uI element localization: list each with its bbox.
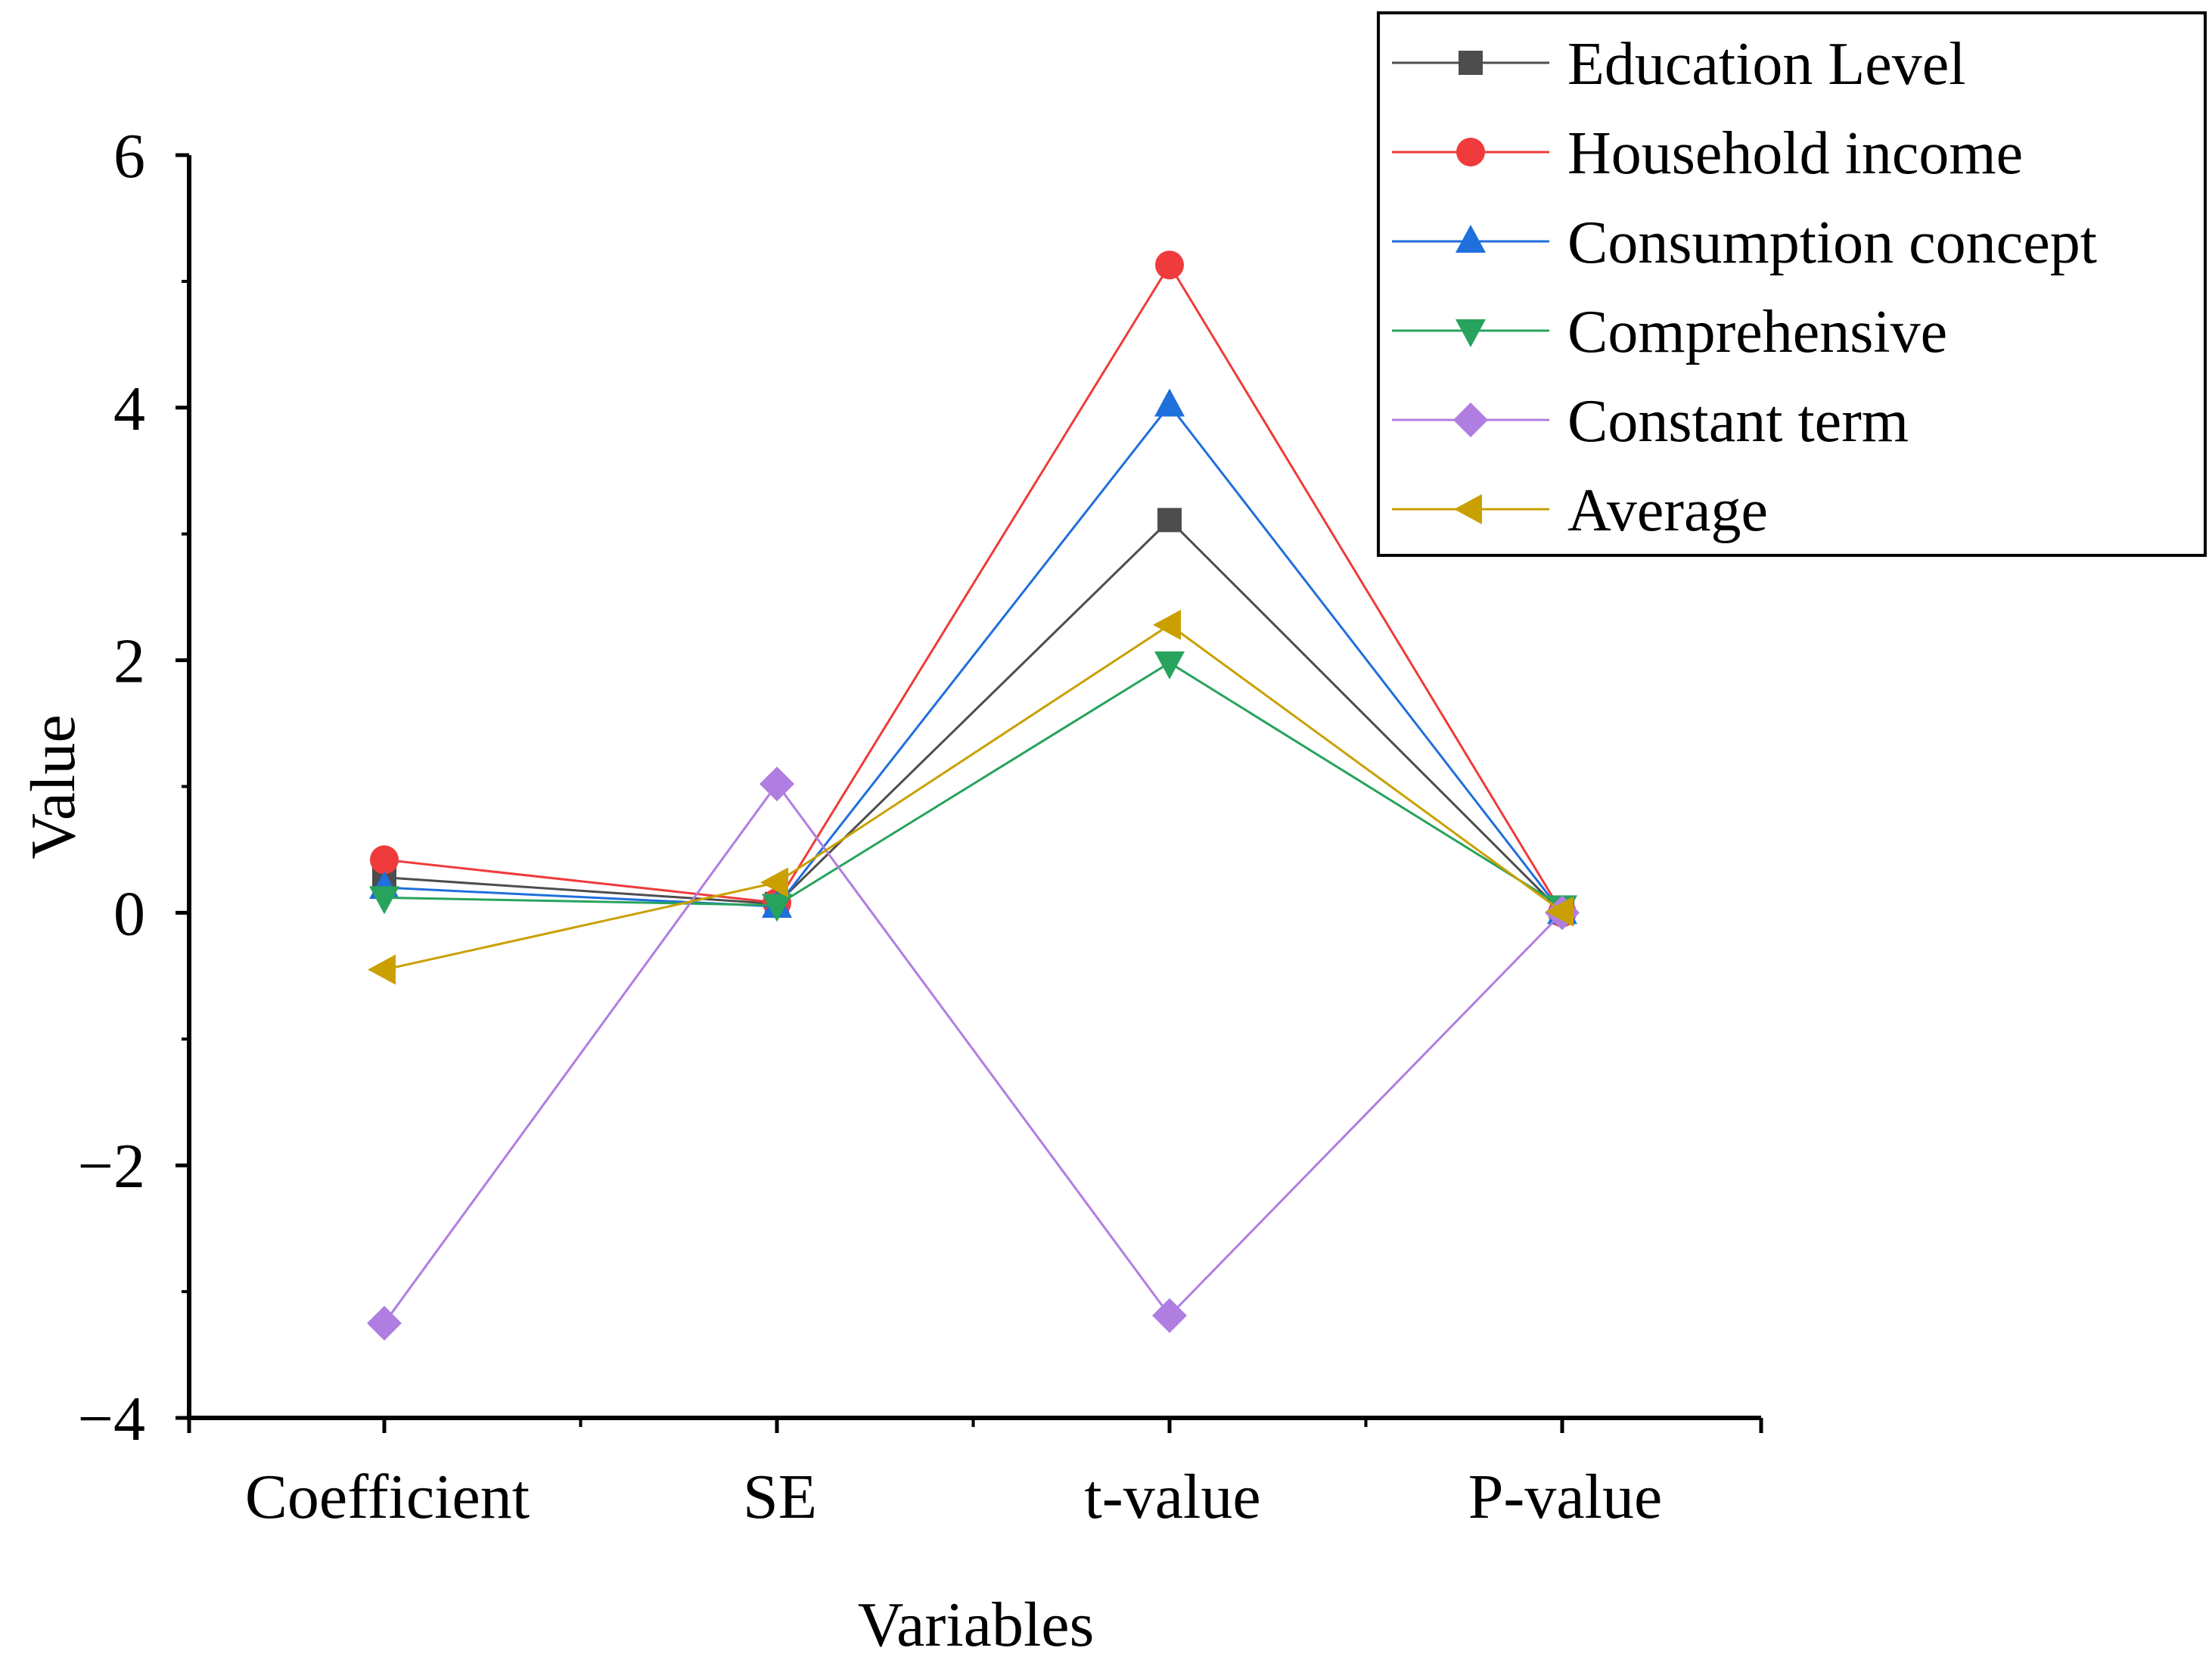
series-line [384,263,1564,914]
y-tick-label: 0 [113,878,145,949]
x-tick-label: t-value [1084,1462,1260,1532]
legend-label: Comprehensive [1567,299,1947,365]
series-4 [367,766,1580,1341]
y-tick-label: −2 [78,1131,145,1202]
legend-box [1377,11,2207,557]
data-point [1154,651,1185,679]
data-point [367,1305,402,1341]
y-tick-label: −4 [78,1384,145,1454]
series-line [383,782,1564,1324]
legend-entry: Consumption concept [1392,210,2097,276]
y-ticks: −4 −2 0 2 4 6 [78,121,189,1454]
data-point [1157,508,1182,533]
legend-marker [1456,138,1485,166]
x-axis-title: Variables [858,1590,1095,1657]
legend-label: Consumption concept [1567,210,2097,276]
data-point [1153,609,1181,640]
legend-entry: Constant term [1392,388,1909,455]
series-3 [369,651,1577,924]
legend-entry: Average [1392,477,1768,544]
data-point [762,894,792,922]
series-0 [372,508,1574,925]
legend-entry: Comprehensive [1392,299,1947,365]
data-point [368,954,396,985]
series-line [384,403,1564,914]
y-tick-label: 2 [113,626,145,697]
series-5 [368,609,1574,985]
x-ticks: Coefficient SE t-value P-value [187,1418,1763,1532]
legend-label: Average [1567,477,1768,544]
y-tick-label: 6 [113,121,145,191]
data-point [1152,1298,1187,1333]
legend-marker [1456,225,1486,253]
y-tick-label: 4 [113,374,145,444]
data-point [369,886,399,915]
legend-label: Education Level [1567,31,1965,98]
legend-label: Constant term [1567,388,1909,455]
x-tick-label: Coefficient [245,1462,530,1532]
legend-label: Household income [1567,120,2023,187]
data-point [760,867,788,898]
y-axis-title: Value [18,714,89,859]
legend-entry: Education Level [1392,31,1965,98]
x-tick-label: SE [743,1462,817,1532]
legend: Education Level Household income Consumpti… [1377,11,2207,557]
legend-entry: Household income [1392,120,2023,187]
series-line [384,623,1563,971]
data-point [1155,250,1184,280]
series-line [384,518,1564,914]
legend-marker [1454,494,1482,524]
data-point [1546,896,1574,927]
legend-marker [1459,51,1483,75]
data-point [760,766,794,802]
series-line [384,661,1563,908]
series-layer [367,250,1580,1341]
data-point [1154,388,1185,417]
data-point [370,845,399,875]
x-tick-label: P-value [1468,1462,1663,1532]
legend-marker [1456,319,1486,347]
legend-marker [1453,403,1488,437]
